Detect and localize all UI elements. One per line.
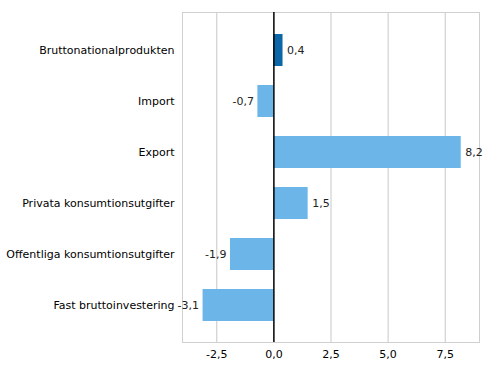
svg-text:Export: Export — [138, 146, 175, 159]
svg-text:0,0: 0,0 — [265, 348, 283, 361]
svg-text:5,0: 5,0 — [379, 348, 397, 361]
svg-text:2,5: 2,5 — [322, 348, 340, 361]
svg-text:-1,9: -1,9 — [205, 248, 226, 261]
svg-text:8,2: 8,2 — [465, 146, 483, 159]
svg-text:-0,7: -0,7 — [232, 95, 253, 108]
svg-text:Privata konsumtionsutgifter: Privata konsumtionsutgifter — [22, 197, 175, 210]
svg-text:7,5: 7,5 — [436, 348, 454, 361]
svg-text:1,5: 1,5 — [312, 197, 330, 210]
svg-text:Bruttonationalprodukten: Bruttonationalprodukten — [39, 44, 174, 57]
svg-text:Fast bruttoinvestering: Fast bruttoinvestering — [53, 299, 174, 312]
svg-text:-2,5: -2,5 — [206, 348, 227, 361]
svg-text:0,4: 0,4 — [287, 44, 305, 57]
svg-text:Offentliga konsumtionsutgifter: Offentliga konsumtionsutgifter — [6, 248, 175, 261]
svg-text:-3,1: -3,1 — [178, 299, 199, 312]
svg-text:Import: Import — [138, 95, 175, 108]
